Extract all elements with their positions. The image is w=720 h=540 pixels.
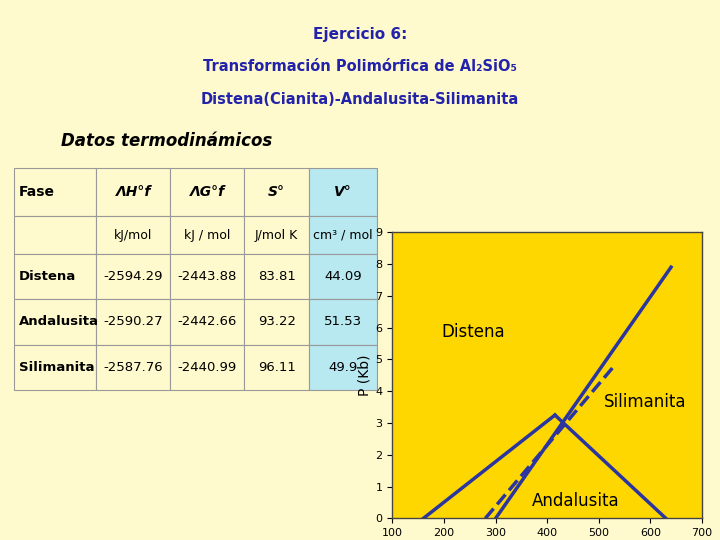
Text: 96.11: 96.11	[258, 361, 296, 374]
FancyBboxPatch shape	[96, 254, 170, 299]
Text: S°: S°	[269, 185, 285, 199]
FancyBboxPatch shape	[170, 168, 244, 217]
Y-axis label: P (Kb): P (Kb)	[357, 355, 372, 396]
FancyBboxPatch shape	[14, 217, 96, 254]
FancyBboxPatch shape	[244, 168, 309, 217]
Text: ΛH°f: ΛH°f	[115, 185, 151, 199]
Text: Transformación Polimórfica de Al₂SiO₅: Transformación Polimórfica de Al₂SiO₅	[203, 59, 517, 74]
Text: Andalusita: Andalusita	[19, 315, 99, 328]
Text: -2443.88: -2443.88	[178, 270, 237, 283]
Text: 51.53: 51.53	[324, 315, 362, 328]
Text: Silimanita: Silimanita	[19, 361, 94, 374]
Text: V°: V°	[334, 185, 352, 199]
FancyBboxPatch shape	[14, 345, 96, 390]
Text: Silimanita: Silimanita	[604, 393, 686, 411]
Text: kJ/mol: kJ/mol	[114, 228, 153, 241]
FancyBboxPatch shape	[170, 345, 244, 390]
Text: 44.09: 44.09	[325, 270, 362, 283]
Text: 83.81: 83.81	[258, 270, 296, 283]
Text: Ejercicio 6:: Ejercicio 6:	[312, 27, 408, 42]
Text: cm³ / mol: cm³ / mol	[313, 228, 373, 241]
Text: -2590.27: -2590.27	[104, 315, 163, 328]
Text: Distena: Distena	[441, 323, 505, 341]
FancyBboxPatch shape	[244, 254, 309, 299]
Text: Fase: Fase	[19, 185, 55, 199]
FancyBboxPatch shape	[244, 217, 309, 254]
FancyBboxPatch shape	[244, 345, 309, 390]
Text: -2440.99: -2440.99	[178, 361, 237, 374]
Text: ΛG°f: ΛG°f	[190, 185, 225, 199]
FancyBboxPatch shape	[309, 254, 377, 299]
Text: -2587.76: -2587.76	[104, 361, 163, 374]
FancyBboxPatch shape	[309, 299, 377, 345]
FancyBboxPatch shape	[309, 168, 377, 217]
Text: J/mol K: J/mol K	[255, 228, 298, 241]
FancyBboxPatch shape	[170, 299, 244, 345]
FancyBboxPatch shape	[96, 217, 170, 254]
Text: Datos termodinámicos: Datos termodinámicos	[60, 132, 272, 151]
Text: 93.22: 93.22	[258, 315, 296, 328]
FancyBboxPatch shape	[14, 299, 96, 345]
Text: -2594.29: -2594.29	[104, 270, 163, 283]
Text: Andalusita: Andalusita	[531, 492, 619, 510]
FancyBboxPatch shape	[244, 299, 309, 345]
FancyBboxPatch shape	[96, 299, 170, 345]
FancyBboxPatch shape	[14, 168, 96, 217]
Text: Distena(Cianita)-Andalusita-Silimanita: Distena(Cianita)-Andalusita-Silimanita	[201, 92, 519, 107]
FancyBboxPatch shape	[309, 217, 377, 254]
Text: -2442.66: -2442.66	[178, 315, 237, 328]
FancyBboxPatch shape	[170, 217, 244, 254]
Text: Distena: Distena	[19, 270, 76, 283]
FancyBboxPatch shape	[309, 345, 377, 390]
Text: 49.9: 49.9	[328, 361, 358, 374]
FancyBboxPatch shape	[14, 254, 96, 299]
FancyBboxPatch shape	[170, 254, 244, 299]
FancyBboxPatch shape	[96, 168, 170, 217]
Text: kJ / mol: kJ / mol	[184, 228, 230, 241]
FancyBboxPatch shape	[96, 345, 170, 390]
